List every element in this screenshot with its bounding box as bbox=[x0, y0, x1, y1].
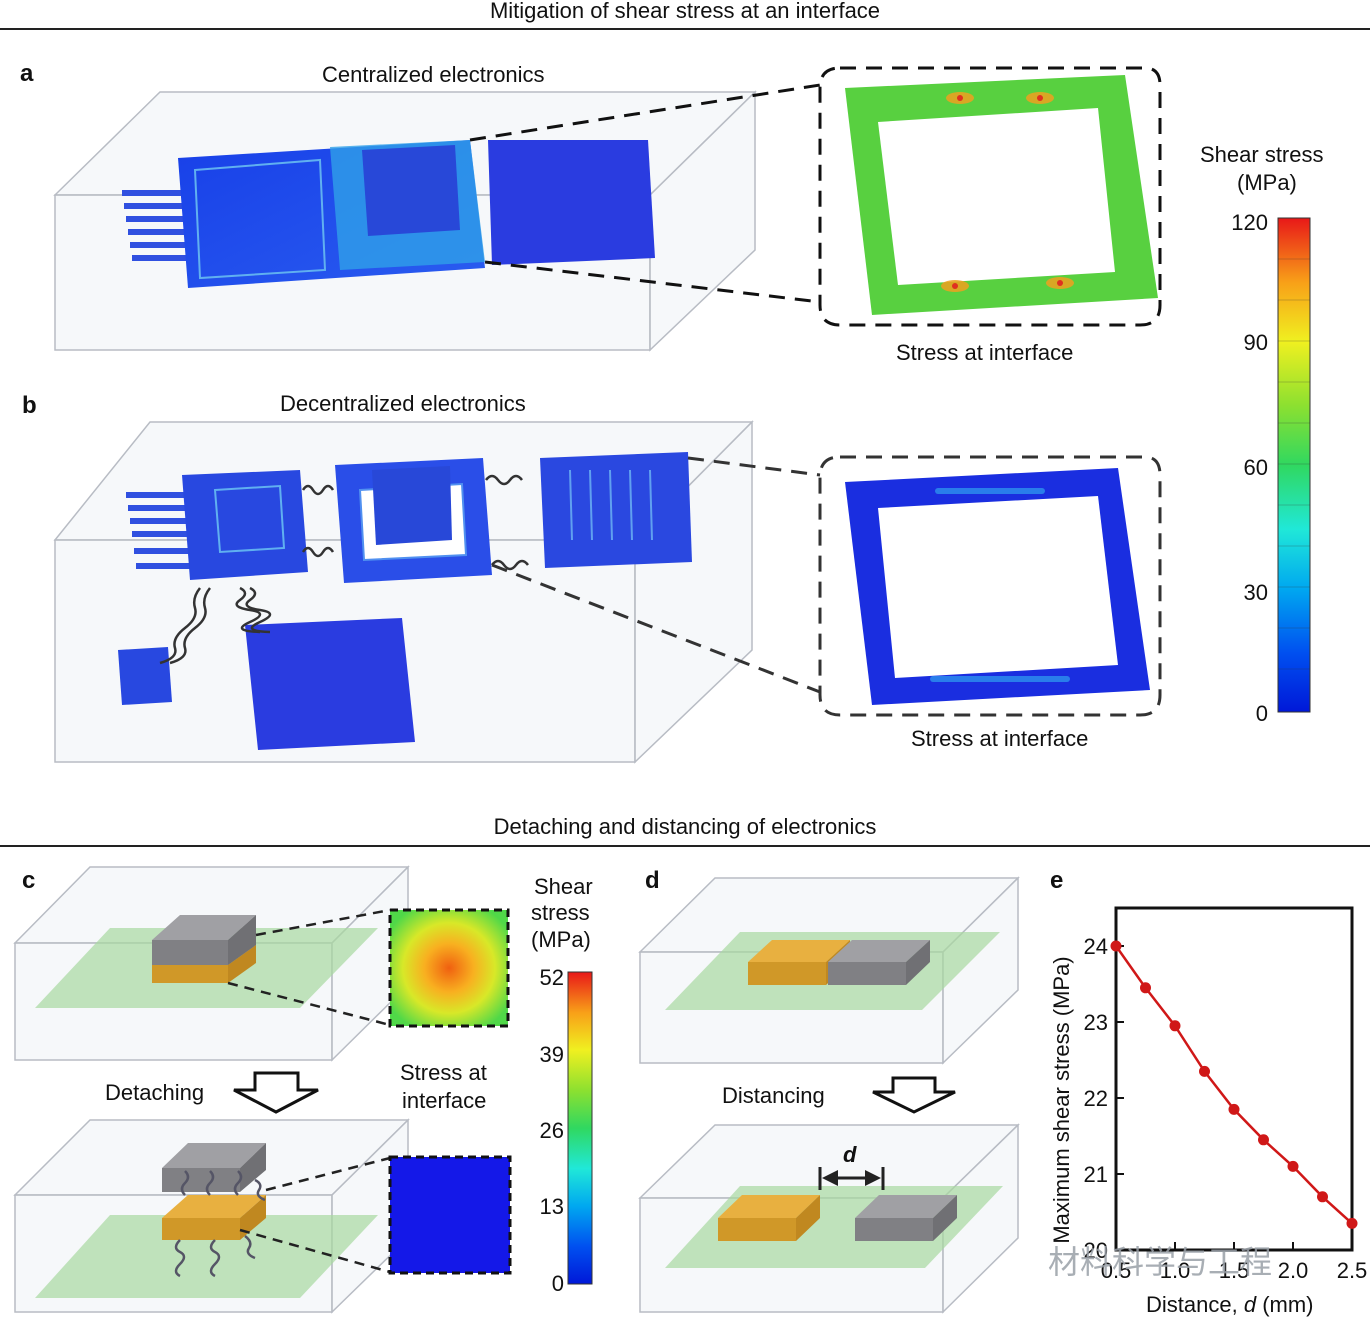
e-y-tick-label: 21 bbox=[1084, 1162, 1108, 1187]
c-colorbar-tick: 13 bbox=[539, 1194, 564, 1219]
e-data-point bbox=[1258, 1134, 1269, 1146]
e-x-tick-label: 1.5 bbox=[1219, 1258, 1250, 1283]
panel-b-inset-caption: Stress at interface bbox=[911, 726, 1089, 751]
e-data-point bbox=[1140, 982, 1151, 994]
distancing-label: Distancing bbox=[722, 1083, 825, 1108]
e-data-point bbox=[1287, 1160, 1299, 1172]
panel-c-inset-caption-2: interface bbox=[402, 1088, 487, 1113]
panel-a-inset-caption: Stress at interface bbox=[896, 340, 1074, 365]
top-colorbar-tick: 120 bbox=[1231, 210, 1268, 235]
e-y-tick-label: 20 bbox=[1084, 1238, 1108, 1263]
e-x-tick-label: 2.0 bbox=[1278, 1258, 1309, 1283]
panel-a-letter: a bbox=[20, 60, 34, 87]
c-colorbar-title-2: stress bbox=[531, 900, 590, 925]
gap-distance-label: d bbox=[843, 1142, 857, 1167]
top-colorbar bbox=[1277, 217, 1311, 713]
e-x-tick-label: 1.0 bbox=[1160, 1258, 1191, 1283]
e-series-line bbox=[1114, 945, 1353, 1225]
c-colorbar-tick: 39 bbox=[539, 1042, 564, 1067]
e-y-tick-label: 23 bbox=[1084, 1010, 1108, 1035]
top-colorbar-tick: 30 bbox=[1243, 580, 1268, 605]
c-colorbar-title-1: Shear bbox=[534, 874, 593, 899]
e-data-point bbox=[1110, 940, 1122, 952]
top-colorbar-title-2: (MPa) bbox=[1237, 170, 1297, 195]
detaching-label: Detaching bbox=[105, 1080, 205, 1105]
c-colorbar-tick: 0 bbox=[551, 1271, 564, 1296]
panel-a-title: Centralized electronics bbox=[322, 62, 545, 87]
watermark: 材料科学与工程 bbox=[1048, 1243, 1273, 1281]
panel-a-pins bbox=[122, 190, 192, 261]
panel-b-pins bbox=[126, 492, 194, 569]
top-section-rule bbox=[0, 28, 1370, 30]
e-plot-frame bbox=[1114, 906, 1354, 1252]
e-x-tick-label: 2.5 bbox=[1337, 1258, 1368, 1283]
e-data-point bbox=[1317, 1191, 1328, 1203]
e-data-point bbox=[1169, 1020, 1181, 1032]
distancing-arrow bbox=[872, 1076, 956, 1114]
panel-c-inset-caption-1: Stress at bbox=[400, 1060, 487, 1085]
top-colorbar-tick: 90 bbox=[1243, 330, 1268, 355]
top-colorbar-tick: 0 bbox=[1255, 701, 1268, 726]
panel-b-letter: b bbox=[22, 392, 37, 419]
detaching-arrow bbox=[233, 1071, 319, 1114]
e-data-point bbox=[1346, 1217, 1358, 1229]
c-colorbar bbox=[567, 971, 593, 1285]
e-y-axis-label: Maximum shear stress (MPa) bbox=[1049, 956, 1074, 1244]
c-colorbar-tick: 26 bbox=[539, 1118, 564, 1143]
e-data-point bbox=[1199, 1065, 1210, 1077]
bottom-section-rule bbox=[0, 845, 1370, 847]
panel-c-letter: c bbox=[22, 867, 36, 894]
panel-b-title: Decentralized electronics bbox=[280, 391, 526, 416]
bottom-section-title: Detaching and distancing of electronics bbox=[493, 814, 877, 839]
top-colorbar-title-1: Shear stress bbox=[1200, 142, 1324, 167]
top-colorbar-tick: 60 bbox=[1243, 455, 1268, 480]
c-colorbar-title-3: (MPa) bbox=[531, 927, 591, 952]
top-section-title: Mitigation of shear stress at an interfa… bbox=[489, 0, 881, 23]
e-x-axis-label: Distance, d (mm) bbox=[1146, 1292, 1314, 1317]
e-x-tick-label: 0.5 bbox=[1101, 1258, 1132, 1283]
e-data-point bbox=[1228, 1103, 1240, 1115]
e-y-tick-label: 24 bbox=[1084, 934, 1108, 959]
panel-e-letter: e bbox=[1050, 867, 1064, 894]
c-colorbar-tick: 52 bbox=[539, 965, 564, 990]
panel-a-chip-right bbox=[488, 140, 655, 265]
panel-d-letter: d bbox=[645, 867, 660, 894]
e-y-tick-label: 22 bbox=[1084, 1086, 1108, 1111]
